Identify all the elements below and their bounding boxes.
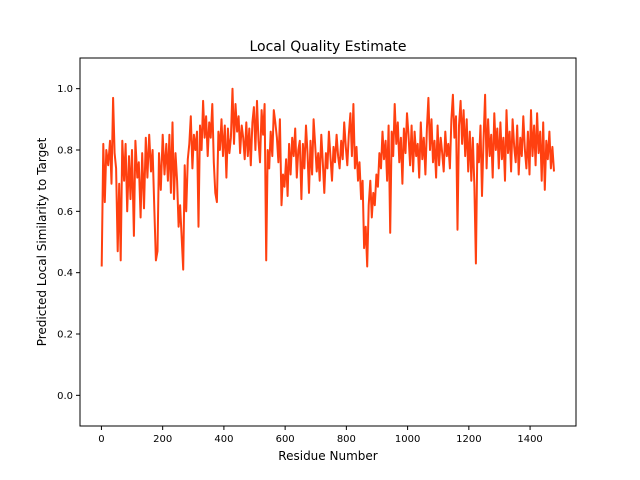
- y-tick-label: 0.6: [57, 207, 73, 218]
- y-axis-label: Predicted Local Similarity to Target: [35, 137, 49, 346]
- plot-frame: [79, 57, 577, 427]
- x-tick-label: 1200: [456, 434, 481, 445]
- y-tick-label: 1.0: [57, 84, 73, 95]
- x-tick-label: 0: [98, 434, 104, 445]
- series-line: [100, 87, 555, 271]
- chart-title: Local Quality Estimate: [249, 39, 406, 55]
- x-tick-label: 400: [214, 434, 233, 445]
- y-tick-label: 0.8: [57, 146, 73, 157]
- y-tick-label: 0.0: [57, 391, 73, 402]
- x-tick-label: 200: [153, 434, 172, 445]
- series-layer: [100, 87, 555, 271]
- y-tick-label: 0.2: [57, 330, 73, 341]
- y-axis: 0.0 0.2 0.4 0.6 0.8 1.0: [57, 84, 80, 402]
- x-axis: 0 200 400 600 800 1000 1200 1400: [98, 426, 543, 445]
- x-axis-label: Residue Number: [278, 449, 377, 463]
- x-tick-label: 600: [276, 434, 295, 445]
- y-tick-label: 0.4: [57, 268, 73, 279]
- x-tick-label: 1000: [395, 434, 420, 445]
- x-tick-label: 1400: [517, 434, 542, 445]
- x-tick-label: 800: [337, 434, 356, 445]
